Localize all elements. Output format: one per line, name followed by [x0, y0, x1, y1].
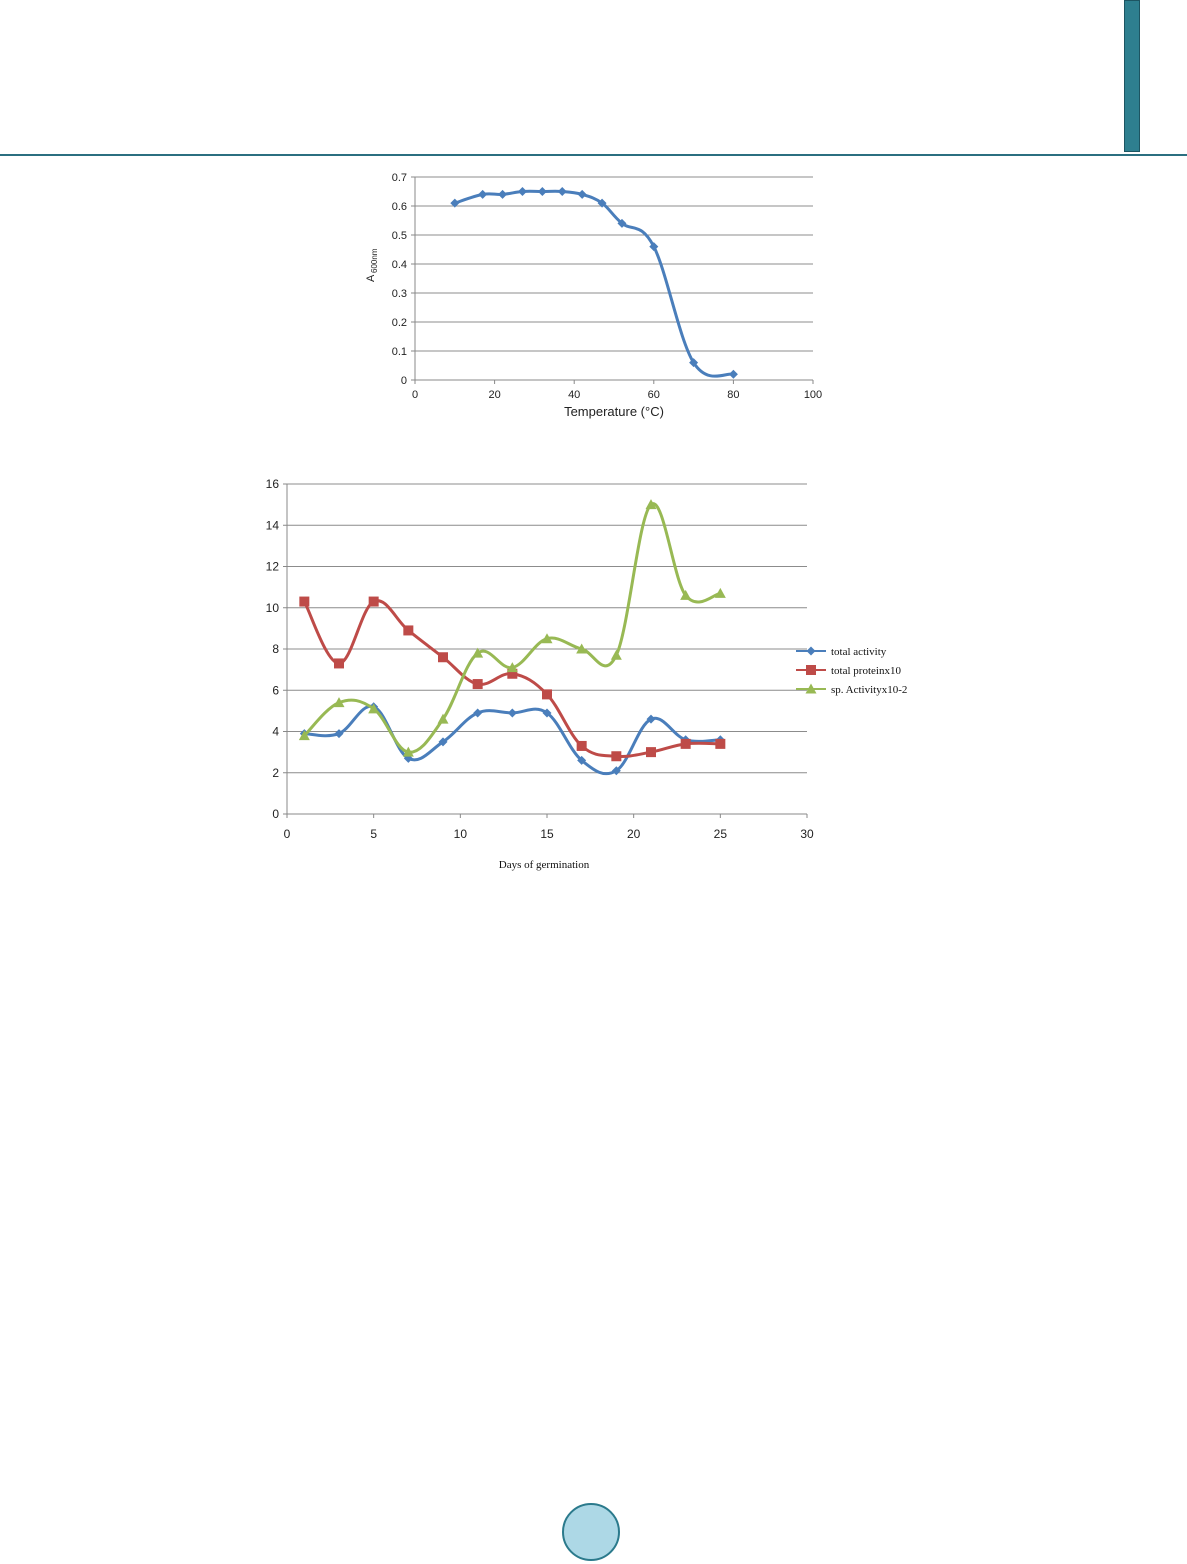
data-point [577, 189, 587, 199]
data-point [438, 652, 448, 663]
x-tick-label: 0 [284, 827, 291, 841]
data-point [645, 499, 657, 510]
data-point [649, 242, 659, 252]
data-point [472, 647, 484, 658]
data-point [437, 713, 449, 724]
data-point [714, 587, 726, 598]
y-tick-label: 0.1 [392, 346, 407, 358]
x-tick-label: 10 [454, 827, 468, 841]
data-point [473, 708, 483, 718]
data-point [715, 738, 726, 749]
y-tick-label: 0.6 [392, 201, 407, 213]
data-point [299, 596, 310, 607]
legend-label: total proteinx10 [831, 665, 901, 677]
x-tick-label: 5 [370, 827, 377, 841]
data-point [334, 658, 344, 669]
y-tick-label: 0 [401, 375, 407, 387]
data-point [728, 369, 738, 379]
data-point [334, 729, 344, 739]
y-axis-title-main: A [365, 274, 377, 282]
data-point [542, 689, 552, 700]
legend-marker [806, 665, 816, 675]
y-tick-label: 0 [272, 807, 279, 821]
x-axis-title: Temperature (°C) [564, 404, 664, 419]
data-point [402, 746, 414, 757]
data-point [506, 662, 518, 673]
data-point [557, 187, 567, 196]
x-axis-title: Days of germination [499, 859, 590, 871]
data-point [610, 649, 622, 660]
data-point [438, 737, 448, 747]
data-point [542, 708, 552, 718]
y-tick-label: 16 [266, 477, 280, 491]
y-tick-label: 10 [266, 601, 280, 615]
temperature-chart: 0 0.1 0.2 0.3 0.4 0.5 0.6 0.7 0 20 40 60 80 100 Temper… [365, 172, 822, 419]
page-number-badge [562, 1503, 620, 1561]
data-point [507, 668, 518, 679]
y-tick-label: 0.4 [392, 259, 407, 271]
data-point [333, 697, 345, 708]
x-tick-label: 20 [627, 827, 641, 841]
y-tick-label: 6 [272, 683, 279, 697]
x-tick-label: 40 [568, 389, 580, 401]
data-point [498, 189, 508, 199]
data-point [478, 189, 488, 199]
y-tick-label: 2 [272, 766, 279, 780]
legend-label: total activity [831, 646, 887, 658]
y-tick-label: 14 [266, 518, 280, 532]
data-point [597, 198, 607, 208]
data-point [472, 679, 483, 690]
data-point [617, 218, 627, 228]
data-point [611, 751, 622, 762]
side-tab [1124, 0, 1140, 152]
x-tick-label: 0 [412, 389, 418, 401]
x-tick-label: 60 [648, 389, 660, 401]
legend-marker [805, 683, 817, 694]
data-point [689, 358, 699, 368]
data-point [576, 740, 587, 751]
legend-marker [806, 646, 816, 656]
y-tick-label: 4 [272, 725, 279, 739]
x-tick-label: 100 [804, 389, 822, 401]
x-tick-label: 20 [488, 389, 500, 401]
data-point [646, 714, 656, 724]
header-rule [0, 154, 1187, 156]
data-point [517, 187, 527, 196]
data-point [611, 766, 621, 776]
y-tick-label: 0.3 [392, 288, 407, 300]
y-axis-title-sub: 600nm [370, 248, 379, 273]
x-tick-label: 30 [800, 827, 814, 841]
x-tick-label: 25 [714, 827, 728, 841]
x-tick-label: 15 [540, 827, 554, 841]
data-point [298, 730, 310, 741]
data-point [507, 708, 517, 718]
y-tick-label: 0.2 [392, 317, 407, 329]
germination-chart: 0 2 4 6 8 10 12 14 16 0 5 10 15 20 25 30 Days of germina… [266, 477, 908, 871]
data-point [541, 633, 553, 644]
y-tick-label: 0.5 [392, 230, 407, 242]
x-tick-label: 80 [727, 389, 739, 401]
data-point [368, 596, 379, 607]
data-point [576, 643, 588, 654]
data-point [450, 198, 460, 208]
data-point [646, 747, 656, 758]
y-tick-label: 0.7 [392, 172, 407, 184]
data-point [680, 589, 692, 600]
data-point [577, 755, 587, 765]
legend-label: sp. Activityx10-2 [831, 684, 907, 696]
data-point [403, 625, 414, 636]
data-point [537, 187, 547, 196]
y-tick-label: 12 [266, 560, 280, 574]
y-tick-label: 8 [272, 642, 279, 656]
data-point [368, 703, 380, 714]
data-point [680, 738, 691, 749]
